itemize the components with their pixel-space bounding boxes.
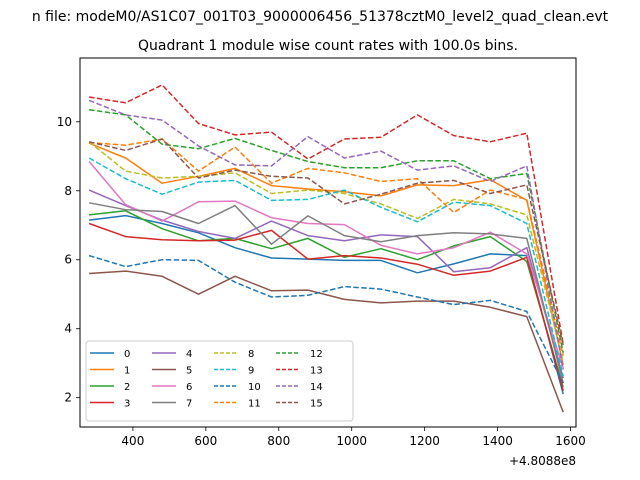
chart-title: Quadrant 1 module wise count rates with …	[138, 38, 518, 54]
y-tick-label: 4	[64, 322, 72, 336]
legend-label-8: 8	[248, 349, 254, 360]
x-tick-label: 1200	[409, 434, 440, 448]
legend-label-13: 13	[310, 366, 323, 377]
series-line-3	[88, 222, 564, 391]
legend-label-2: 2	[124, 382, 130, 393]
series-line-13	[88, 84, 564, 345]
x-axis-ticks: 400 600 800 1000 1200 1400 1600	[121, 427, 586, 448]
y-axis-ticks: 2 4 6 8 10	[57, 115, 80, 405]
x-offset-label: +4.8088e8	[509, 454, 576, 468]
y-tick-label: 2	[64, 391, 72, 405]
series-line-0	[89, 214, 564, 395]
x-tick-label: 1400	[482, 434, 513, 448]
series-line-4	[88, 189, 564, 379]
plot-lines	[88, 84, 564, 413]
x-tick-label: 400	[121, 434, 144, 448]
legend-label-12: 12	[310, 349, 323, 360]
series-line-12	[88, 108, 564, 354]
series-line-9	[88, 157, 564, 377]
legend-label-9: 9	[248, 366, 254, 377]
legend-label-1: 1	[124, 366, 130, 377]
legend-label-14: 14	[310, 382, 323, 393]
legend-label-4: 4	[186, 349, 192, 360]
series-line-15	[88, 138, 564, 346]
series-line-14	[88, 99, 564, 370]
legend-label-0: 0	[124, 349, 130, 360]
plot-frame	[79, 57, 577, 428]
x-tick-label: 1600	[555, 434, 586, 448]
series-line-10	[88, 254, 564, 384]
legend-label-6: 6	[186, 382, 192, 393]
series-line-5	[89, 270, 564, 413]
y-tick-label: 8	[64, 184, 72, 198]
x-tick-label: 800	[267, 434, 290, 448]
series-line-7	[88, 202, 564, 384]
y-tick-label: 10	[57, 115, 72, 129]
series-line-6	[88, 161, 564, 369]
legend-label-10: 10	[248, 382, 261, 393]
legend-label-7: 7	[186, 399, 192, 410]
legend-label-11: 11	[248, 399, 261, 410]
legend-box	[85, 340, 354, 422]
series-line-8	[88, 141, 564, 362]
chart-suptitle: n file: modeM0/AS1C07_001T03_9000006456_…	[32, 9, 609, 25]
x-tick-label: 1000	[336, 434, 367, 448]
y-tick-label: 6	[64, 253, 72, 267]
legend-label-5: 5	[186, 366, 192, 377]
x-tick-label: 600	[194, 434, 217, 448]
legend-label-3: 3	[124, 399, 130, 410]
series-line-2	[89, 210, 564, 388]
legend-label-15: 15	[310, 399, 323, 410]
